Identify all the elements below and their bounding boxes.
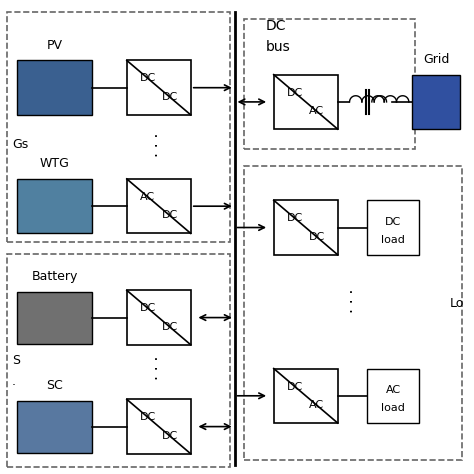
Text: load: load — [382, 403, 405, 413]
Text: DC: DC — [385, 217, 401, 227]
Text: DC: DC — [162, 210, 178, 220]
Text: DC: DC — [140, 73, 156, 83]
Text: AC: AC — [386, 385, 401, 395]
Text: DC: DC — [162, 431, 178, 441]
Text: WTG: WTG — [39, 157, 70, 171]
Text: DC: DC — [162, 322, 178, 332]
Text: PV: PV — [46, 39, 63, 52]
Text: DC: DC — [140, 303, 156, 313]
Bar — [127, 61, 191, 115]
Text: AC: AC — [309, 400, 324, 410]
Text: Grid: Grid — [423, 53, 449, 66]
Text: DC: DC — [265, 19, 286, 33]
Text: DC: DC — [309, 232, 325, 242]
Bar — [17, 401, 92, 453]
Text: Lo: Lo — [450, 297, 465, 310]
Bar — [412, 74, 460, 129]
Text: load: load — [382, 235, 405, 245]
Text: Gs: Gs — [12, 138, 28, 151]
Bar — [17, 61, 92, 115]
Text: · · ·: · · · — [346, 289, 361, 313]
Bar — [274, 200, 337, 255]
Text: DC: DC — [287, 382, 303, 392]
Bar — [127, 399, 191, 454]
Text: AC: AC — [140, 192, 155, 202]
Text: bus: bus — [265, 40, 290, 55]
Text: .: . — [12, 375, 16, 388]
Bar — [17, 179, 92, 234]
Bar — [274, 369, 337, 423]
Bar — [127, 290, 191, 345]
Bar — [367, 369, 419, 423]
Text: Battery: Battery — [31, 270, 78, 283]
Bar — [367, 200, 419, 255]
Text: AC: AC — [309, 106, 324, 116]
Bar — [127, 179, 191, 234]
Text: · · ·: · · · — [151, 355, 166, 380]
Bar — [17, 292, 92, 344]
Text: SC: SC — [46, 379, 63, 392]
Text: DC: DC — [162, 92, 178, 102]
Bar — [274, 74, 337, 129]
Text: DC: DC — [140, 412, 156, 422]
Text: DC: DC — [287, 213, 303, 223]
Text: · · ·: · · · — [151, 132, 166, 157]
Text: S: S — [12, 354, 20, 367]
Text: DC: DC — [287, 88, 303, 98]
